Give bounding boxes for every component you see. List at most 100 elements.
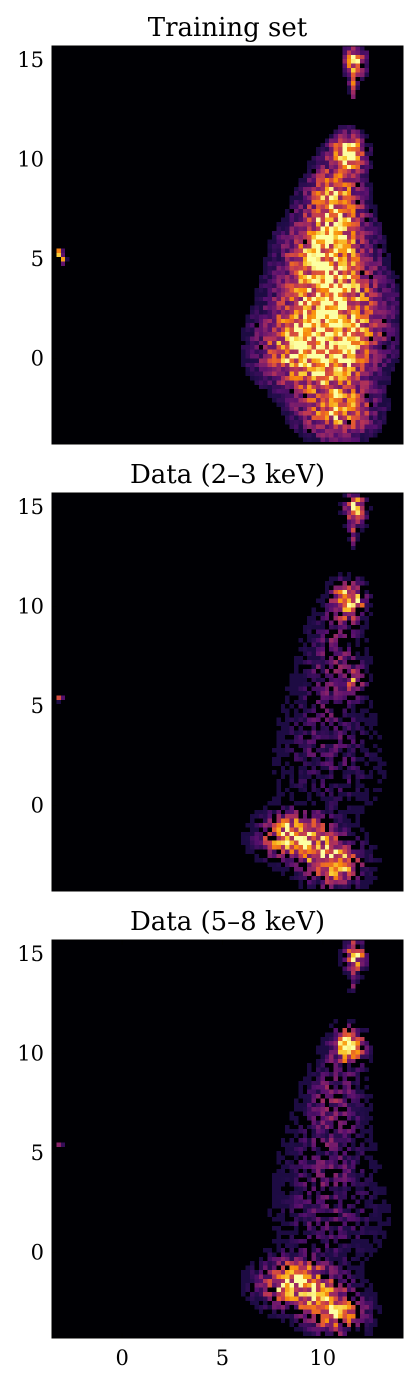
- heatmap-cell: [324, 226, 330, 231]
- heatmap-cell: [329, 270, 334, 275]
- heatmap-cell: [351, 129, 356, 134]
- heatmap-cell: [382, 327, 387, 332]
- heatmap-cell: [377, 345, 382, 350]
- heatmap-cell: [276, 345, 281, 350]
- heatmap-cell: [324, 880, 330, 885]
- heatmap-cell: [377, 1226, 382, 1231]
- heatmap-cell: [311, 638, 316, 643]
- heatmap-cell: [355, 314, 360, 319]
- heatmap-cell: [351, 279, 356, 284]
- heatmap-cell: [360, 510, 365, 515]
- heatmap-cell: [324, 305, 330, 310]
- heatmap-cell: [338, 761, 343, 766]
- heatmap-cell: [320, 1322, 325, 1328]
- heatmap-cell: [294, 818, 299, 823]
- heatmap-cell: [298, 743, 303, 749]
- heatmap-cell: [307, 393, 312, 398]
- heatmap-cell: [307, 244, 312, 249]
- heatmap-cell: [395, 332, 400, 337]
- heatmap-cell: [324, 1204, 330, 1209]
- heatmap-cell: [324, 603, 330, 608]
- heatmap-cell: [245, 340, 250, 346]
- heatmap-cell: [285, 1230, 290, 1235]
- heatmap-cell: [338, 437, 343, 442]
- heatmap-cell: [298, 393, 303, 398]
- heatmap-cell: [324, 611, 330, 617]
- heatmap-cell: [360, 1186, 365, 1191]
- heatmap-cell: [285, 699, 290, 705]
- heatmap-cell: [294, 305, 299, 310]
- heatmap-cell: [329, 1274, 334, 1279]
- heatmap-cell: [294, 424, 299, 429]
- heatmap-cell: [294, 252, 299, 258]
- heatmap-cell: [342, 226, 347, 231]
- heatmap-cell: [373, 367, 378, 372]
- heatmap-cell: [298, 367, 303, 372]
- heatmap-cell: [320, 620, 325, 625]
- heatmap-cell: [280, 230, 286, 236]
- heatmap-cell: [346, 208, 352, 214]
- heatmap-cell: [316, 809, 321, 815]
- heatmap-cell: [364, 274, 369, 280]
- heatmap-cell: [294, 669, 299, 674]
- heatmap-cell: [338, 598, 343, 603]
- heatmap-cell: [267, 1261, 272, 1266]
- heatmap-cell: [377, 270, 382, 275]
- heatmap-cell: [351, 975, 356, 980]
- heatmap-cell: [316, 424, 321, 429]
- heatmap-cell: [320, 691, 325, 696]
- heatmap-cell: [298, 1252, 303, 1257]
- heatmap-cell: [298, 704, 303, 709]
- heatmap-cell: [56, 699, 61, 705]
- heatmap-cell: [311, 1124, 316, 1130]
- heatmap-cell: [263, 1300, 268, 1306]
- heatmap-cell: [307, 362, 312, 368]
- heatmap-cell: [294, 411, 299, 416]
- heatmap-cell: [316, 1058, 321, 1064]
- heatmap-cell: [302, 818, 308, 823]
- heatmap-cell: [289, 415, 294, 420]
- heatmap-cell: [360, 402, 365, 407]
- heatmap-cell: [333, 248, 338, 253]
- heatmap-cell: [302, 695, 308, 700]
- heatmap-cell: [324, 726, 330, 731]
- heatmap-cell: [342, 164, 347, 170]
- heatmap-cell: [320, 647, 325, 652]
- heatmap-cell: [342, 1177, 347, 1182]
- heatmap-cell: [316, 858, 321, 863]
- heatmap-cell: [333, 402, 338, 407]
- heatmap-cell: [333, 336, 338, 341]
- heatmap-cell: [294, 1283, 299, 1288]
- heatmap-cell: [307, 384, 312, 390]
- heatmap-cell: [324, 1089, 330, 1094]
- heatmap-cell: [360, 1173, 365, 1178]
- heatmap-cell: [368, 1327, 374, 1332]
- heatmap-cell: [294, 1142, 299, 1147]
- heatmap-cell: [320, 611, 325, 617]
- heatmap-cell: [390, 288, 396, 293]
- heatmap-cell: [267, 380, 272, 385]
- heatmap-cell: [302, 424, 308, 429]
- heatmap-cell: [289, 398, 294, 403]
- heatmap-cell: [346, 501, 352, 507]
- heatmap-cell: [311, 849, 316, 854]
- heatmap-cell: [285, 257, 290, 262]
- heatmap-cell: [276, 1151, 281, 1156]
- heatmap-cell: [355, 398, 360, 403]
- heatmap-cell: [364, 314, 369, 319]
- heatmap-cell: [320, 226, 325, 231]
- heatmap-cell: [329, 735, 334, 740]
- heatmap-cell: [276, 323, 281, 328]
- heatmap-cell: [329, 1164, 334, 1169]
- heatmap-cell: [360, 953, 365, 958]
- heatmap-cell: [280, 1217, 286, 1222]
- heatmap-cell: [373, 305, 378, 310]
- heatmap-cell: [280, 402, 286, 407]
- heatmap-cell: [302, 428, 308, 434]
- heatmap-cell: [307, 230, 312, 236]
- heatmap-cell: [386, 376, 391, 381]
- heatmap-cell: [342, 1296, 347, 1301]
- heatmap-cell: [346, 572, 352, 577]
- heatmap-cell: [338, 616, 343, 621]
- heatmap-cell: [364, 142, 369, 148]
